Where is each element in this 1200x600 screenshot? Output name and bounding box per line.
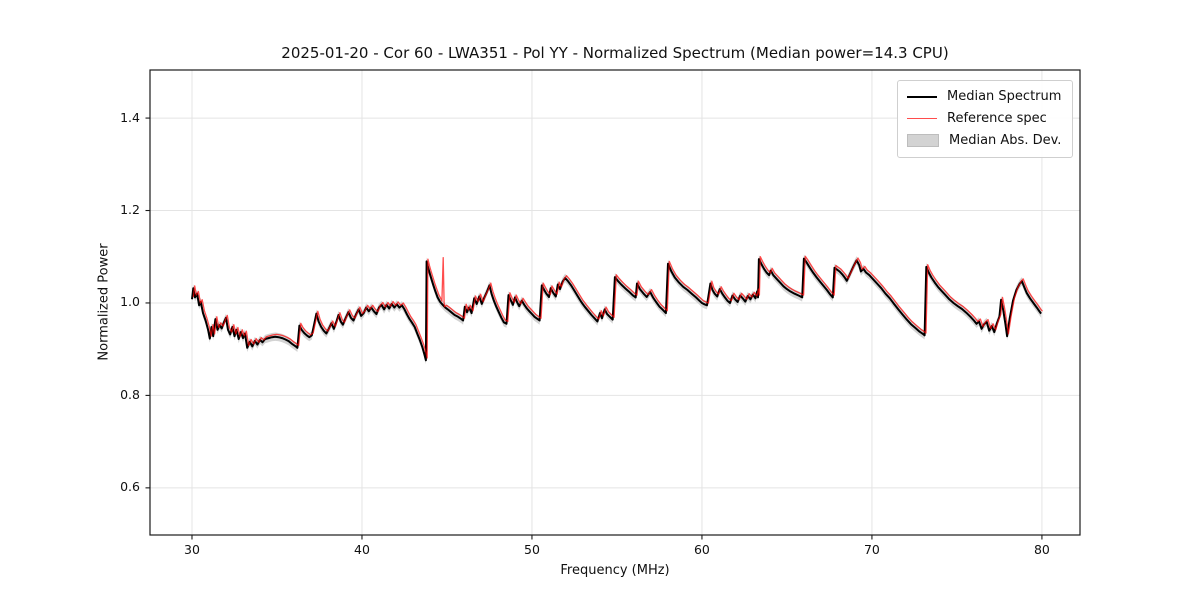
x-tick-label: 80 [1033,542,1050,557]
x-axis-label: Frequency (MHz) [560,563,670,578]
legend-item-median-abs-dev: Median Abs. Dev. [907,133,1061,148]
median-spectrum-line-sample [907,95,937,98]
x-tick-label: 70 [863,542,880,557]
x-tick-label: 60 [693,542,710,557]
median-abs-dev-patch-sample [907,134,939,147]
legend-item-median-spectrum: Median Spectrum [907,89,1061,104]
y-tick-label: 1.0 [120,294,140,310]
y-tick-label: 1.2 [120,202,140,218]
y-tick-label: 1.4 [120,109,140,125]
mad-band [192,254,1042,365]
y-tick-label: 0.6 [120,479,140,495]
x-tick-label: 50 [524,542,540,557]
median-spectrum-line [191,257,1042,362]
reference-spec-line [192,255,1043,359]
chart-title: 2025-01-20 - Cor 60 - LWA351 - Pol YY - … [281,44,949,62]
legend-item-reference-spec: Reference spec [907,111,1061,126]
legend-label: Median Spectrum [947,89,1062,104]
legend-label: Reference spec [947,111,1047,126]
legend: Median Spectrum Reference spec Median Ab… [897,80,1074,158]
reference-spec-line-sample [907,117,937,120]
y-tick-label: 0.8 [120,386,140,402]
x-tick-label: 40 [354,542,370,557]
legend-label: Median Abs. Dev. [949,133,1062,148]
x-tick-label: 30 [184,542,200,557]
